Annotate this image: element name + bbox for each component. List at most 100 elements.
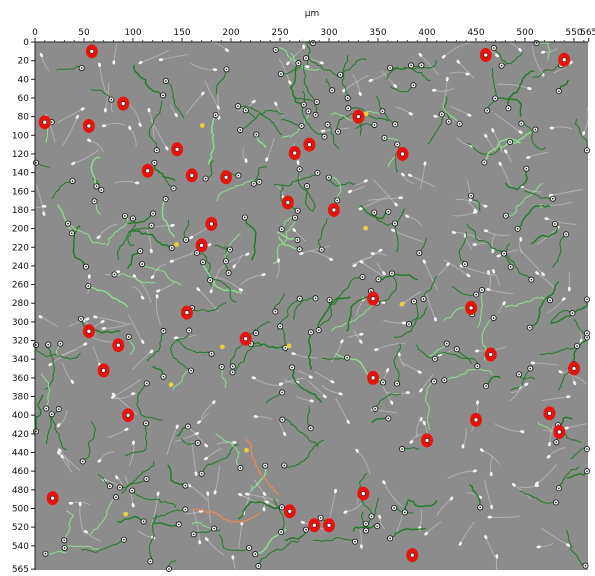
sperm-head [347,189,353,194]
cell-trajectory [532,64,562,79]
sperm-head [378,248,383,253]
selected-cell-center [89,49,95,54]
flagged-cell-marker[interactable] [286,343,292,349]
cell-marker-center [382,381,384,384]
cell-marker-center [565,233,567,236]
cell-marker-center [464,263,466,265]
sperm-tail [531,45,544,75]
cell-trajectory [305,186,312,212]
sperm-head [286,61,290,66]
sperm-tail [536,227,559,245]
y-tick-label: 400 [12,411,29,421]
cell-marker-center [141,263,143,265]
sperm-tail [560,371,588,385]
sperm-head [518,130,523,134]
cell-trajectory [346,291,372,332]
sperm-head [355,448,359,453]
cell-marker-center [231,365,234,368]
cell-marker-center [530,278,533,281]
cell-trajectory [141,263,182,286]
cell-marker-center [149,560,152,563]
cell-marker-center [298,297,301,300]
cell-marker-center [35,344,37,346]
flagged-cell-marker[interactable] [123,511,129,517]
cell-trajectory [248,341,286,349]
cell-marker-center [445,342,448,345]
cell-trajectory [551,233,567,268]
sperm-head [536,545,541,549]
sperm-head [245,252,250,256]
flagged-cell-marker[interactable] [219,344,225,350]
sperm-head [170,223,175,227]
sperm-tail [546,218,577,225]
selected-cell-center [370,296,376,301]
sperm-head [165,146,169,151]
flagged-cell-marker[interactable] [244,447,249,453]
cell-marker-center [327,176,330,179]
cell-marker-center [50,121,53,123]
cell-trajectory [521,123,546,150]
cell-marker-center [254,553,257,555]
sperm-head [359,339,363,344]
cell-trajectory [386,64,422,80]
sperm-head [261,273,266,277]
flagged-cell-marker[interactable] [363,111,369,117]
sperm-head [48,362,53,367]
cell-trajectory [291,367,323,403]
cell-marker-center [150,224,153,227]
cell-marker-center [110,98,113,101]
cell-trajectory [152,522,180,527]
sperm-head [423,161,427,166]
cell-marker-center [184,508,187,511]
cell-trajectory [136,382,163,421]
cell-trajectory [191,521,215,529]
flagged-cell-marker[interactable] [174,242,179,247]
sperm-head [492,269,496,274]
sperm-head [334,488,337,494]
sperm-head [262,506,266,512]
cell-trajectory [370,273,398,303]
cell-marker-center [284,347,287,349]
cell-marker-center [145,422,147,425]
y-tick-label: 100 [12,131,29,141]
sperm-head [419,388,423,393]
sperm-tail [494,423,523,433]
sperm-head [187,483,192,488]
sperm-head [238,493,243,497]
cell-trajectory [214,244,231,250]
flagged-cell-marker[interactable] [168,382,174,388]
cell-marker-center [503,252,505,255]
sperm-head [424,531,429,536]
sperm-head [558,370,563,374]
sperm-head [78,501,82,507]
flagged-cell-marker[interactable] [399,301,405,307]
cell-trajectory [215,433,241,469]
cell-marker-center [281,506,283,509]
sperm-head [382,271,386,276]
cell-trajectory [245,438,280,496]
cell-marker-center [481,289,483,291]
flagged-cell-marker[interactable] [363,225,369,231]
cell-trajectory [175,338,212,355]
cell-trajectory [232,344,262,373]
sperm-head [278,382,284,386]
cell-marker-center [443,379,446,382]
cell-marker-center [229,248,231,251]
sperm-head [189,235,194,240]
y-tick-label: 480 [12,486,29,496]
selected-cell-layer[interactable] [38,44,580,563]
sperm-head [466,273,471,278]
sperm-head [156,491,160,496]
cell-trajectory [121,478,147,494]
sperm-head [502,301,506,306]
sperm-head [158,58,164,62]
cell-marker-center [71,232,73,235]
sperm-head [456,60,461,64]
sperm-tail [484,479,493,508]
flagged-cell-marker[interactable] [199,123,205,128]
sperm-head [473,208,478,213]
cell-marker-center [310,331,312,334]
cell-marker-center [396,382,398,385]
cell-marker-center [131,489,133,492]
